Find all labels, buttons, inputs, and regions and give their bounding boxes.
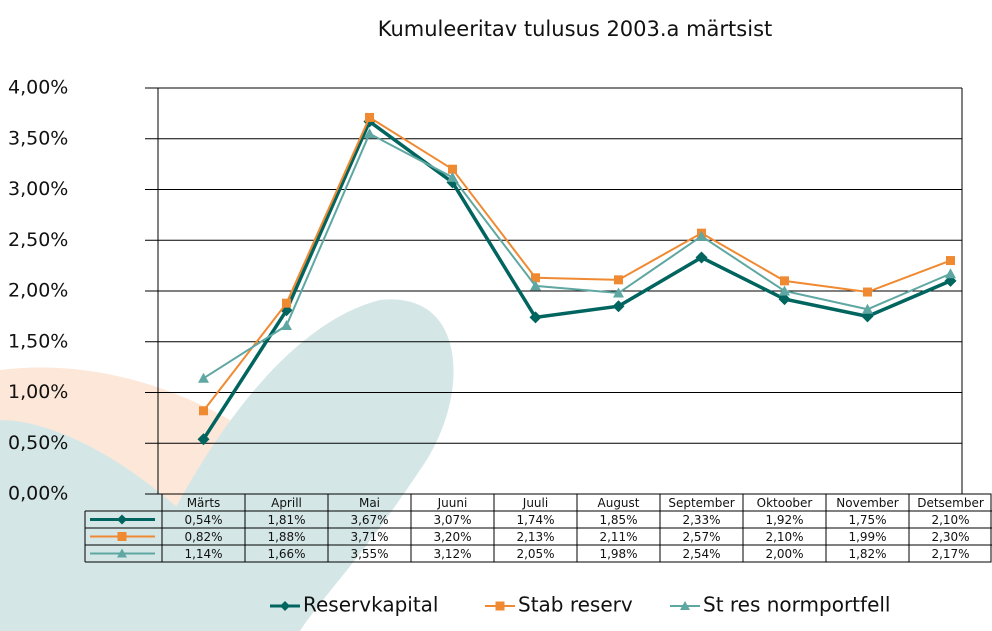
table-cell: 3,12% — [433, 547, 471, 561]
x-tick-label: Mai — [359, 496, 380, 510]
table-cell: 1,81% — [267, 513, 305, 527]
marker — [281, 320, 292, 331]
marker — [448, 164, 457, 174]
table-cell: 2,13% — [516, 530, 554, 544]
marker — [365, 112, 374, 122]
legend-marker — [280, 601, 290, 611]
marker — [614, 275, 623, 285]
table-cell: 3,20% — [433, 530, 471, 544]
table-cell: 2,33% — [682, 513, 720, 527]
legend-label: Stab reserv — [518, 593, 633, 617]
x-tick-label: Juuni — [437, 496, 468, 510]
marker — [779, 285, 790, 296]
table-cell: 2,54% — [682, 547, 720, 561]
y-tick-label: 1,00% — [8, 381, 68, 403]
marker — [447, 171, 458, 182]
marker — [282, 298, 291, 308]
y-tick-label: 2,50% — [8, 229, 68, 251]
y-tick-label: 4,00% — [8, 77, 68, 99]
chart-title: Kumuleeritav tulusus 2003.a märtsist — [378, 17, 773, 41]
legend-marker — [680, 601, 690, 610]
table-cell: 1,85% — [599, 513, 637, 527]
background-shape — [0, 420, 260, 631]
table-cell: 3,07% — [433, 513, 471, 527]
table-cell: 1,66% — [267, 547, 305, 561]
x-tick-label: Juuli — [522, 496, 548, 510]
y-tick-label: 1,50% — [8, 330, 68, 352]
x-tick-label: September — [668, 496, 734, 510]
x-tick-label: November — [836, 496, 898, 510]
marker — [199, 406, 208, 416]
marker — [862, 303, 873, 314]
y-tick-label: 3,50% — [8, 127, 68, 149]
series-line — [202, 115, 951, 412]
table-cell: 2,00% — [765, 547, 803, 561]
legend-marker — [117, 548, 127, 558]
table-cell: 1,98% — [599, 547, 637, 561]
y-tick-label: 0,00% — [8, 483, 68, 505]
legend-marker — [495, 601, 505, 611]
series-line — [202, 132, 951, 380]
marker — [364, 128, 375, 139]
legend-marker — [117, 514, 127, 525]
marker — [613, 287, 624, 298]
legend-label: Reservkapital — [303, 593, 438, 617]
x-tick-label: Oktoober — [757, 496, 813, 510]
table-cell: 1,14% — [184, 547, 222, 561]
table-cell: 2,11% — [599, 530, 637, 544]
marker — [530, 280, 541, 291]
table-cell: 2,57% — [682, 530, 720, 544]
marker — [529, 311, 542, 324]
x-tick-label: Detsember — [917, 496, 984, 510]
table-cell: 2,17% — [931, 547, 969, 561]
marker — [612, 300, 625, 313]
x-tick-label: Märts — [187, 496, 221, 510]
marker — [695, 251, 708, 264]
marker — [945, 268, 956, 279]
table-cell: 0,54% — [184, 513, 222, 527]
x-tick-label: August — [598, 496, 640, 510]
table-cell: 1,82% — [848, 547, 886, 561]
y-tick-label: 3,00% — [8, 178, 68, 200]
y-tick-label: 0,50% — [8, 432, 68, 454]
table-cell: 2,10% — [765, 530, 803, 544]
series-line — [202, 118, 952, 441]
x-tick-label: Aprill — [271, 496, 302, 510]
legend-marker — [117, 532, 127, 541]
legend-label: St res normportfell — [703, 593, 890, 617]
table-cell: 1,92% — [765, 513, 803, 527]
table-cell: 2,05% — [516, 547, 554, 561]
table-cell: 1,99% — [848, 530, 886, 544]
marker — [197, 433, 210, 446]
table-cell: 3,67% — [350, 513, 388, 527]
table-cell: 1,74% — [516, 513, 554, 527]
marker — [778, 293, 791, 306]
table-cell: 2,10% — [931, 513, 969, 527]
table-cell: 0,82% — [184, 530, 222, 544]
marker — [780, 276, 789, 286]
y-tick-label: 2,00% — [8, 280, 68, 302]
marker — [863, 287, 872, 297]
table-cell: 2,30% — [931, 530, 969, 544]
marker — [198, 372, 209, 383]
marker — [696, 230, 707, 241]
table-cell: 3,71% — [350, 530, 388, 544]
table-cell: 1,75% — [848, 513, 886, 527]
table-cell: 1,88% — [267, 530, 305, 544]
marker — [531, 273, 540, 283]
marker — [946, 256, 955, 266]
table-cell: 3,55% — [350, 547, 388, 561]
